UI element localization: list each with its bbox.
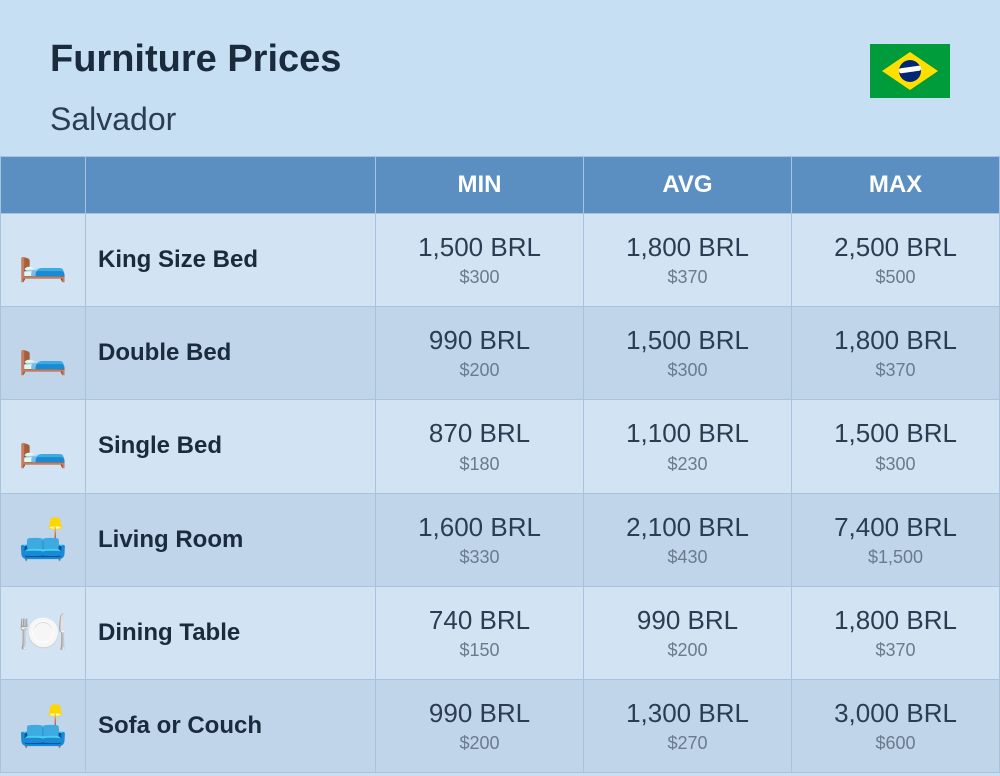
price-primary: 1,300 BRL [594,698,781,729]
price-secondary: $230 [594,454,781,475]
price-primary: 1,500 BRL [386,232,573,263]
table-row: 🛏️Single Bed 870 BRL $180 1,100 BRL $230 1,50… [1,400,1000,493]
furniture-name: Living Room [86,493,376,586]
price-cell-max: 1,500 BRL $300 [792,400,1000,493]
table-header-row: MIN AVG MAX [1,157,1000,214]
table-row: 🛋️Living Room 1,600 BRL $330 2,100 BRL $430 7… [1,493,1000,586]
price-cell-min: 990 BRL $200 [376,307,584,400]
price-primary: 1,800 BRL [802,605,989,636]
price-primary: 7,400 BRL [802,512,989,543]
price-primary: 1,800 BRL [594,232,781,263]
price-primary: 990 BRL [386,698,573,729]
table-row: 🍽️Dining Table 740 BRL $150 990 BRL $200 1,80… [1,586,1000,679]
furniture-icon: 🛏️ [1,214,86,307]
price-cell-avg: 1,800 BRL $370 [584,214,792,307]
price-secondary: $370 [802,640,989,661]
price-cell-min: 870 BRL $180 [376,400,584,493]
price-cell-min: 1,600 BRL $330 [376,493,584,586]
brazil-flag-icon [870,44,950,98]
price-secondary: $150 [386,640,573,661]
price-primary: 870 BRL [386,418,573,449]
header-max: MAX [792,157,1000,214]
price-secondary: $370 [802,360,989,381]
price-secondary: $430 [594,547,781,568]
price-cell-min: 990 BRL $200 [376,679,584,772]
page-header: Furniture Prices Salvador [0,0,1000,156]
price-primary: 990 BRL [386,325,573,356]
price-secondary: $300 [386,267,573,288]
furniture-icon: 🛋️ [1,493,86,586]
price-primary: 1,500 BRL [594,325,781,356]
price-secondary: $330 [386,547,573,568]
price-secondary: $370 [594,267,781,288]
price-primary: 2,500 BRL [802,232,989,263]
price-table: MIN AVG MAX 🛏️King Size Bed 1,500 BRL $300… [0,156,1000,773]
price-cell-avg: 990 BRL $200 [584,586,792,679]
price-primary: 990 BRL [594,605,781,636]
city-name: Salvador [50,101,341,138]
page-title: Furniture Prices [50,38,341,81]
price-cell-avg: 2,100 BRL $430 [584,493,792,586]
price-primary: 2,100 BRL [594,512,781,543]
price-primary: 740 BRL [386,605,573,636]
furniture-name: Single Bed [86,400,376,493]
header-text: Furniture Prices Salvador [50,38,341,138]
price-cell-min: 1,500 BRL $300 [376,214,584,307]
furniture-name: King Size Bed [86,214,376,307]
furniture-icon: 🛏️ [1,307,86,400]
table-row: 🛏️King Size Bed 1,500 BRL $300 1,800 BRL $37… [1,214,1000,307]
price-secondary: $200 [594,640,781,661]
price-secondary: $180 [386,454,573,475]
furniture-name: Sofa or Couch [86,679,376,772]
furniture-icon: 🛏️ [1,400,86,493]
furniture-icon: 🍽️ [1,586,86,679]
furniture-icon: 🛋️ [1,679,86,772]
price-secondary: $300 [802,454,989,475]
table-row: 🛋️Sofa or Couch 990 BRL $200 1,300 BRL $270 3… [1,679,1000,772]
price-primary: 1,600 BRL [386,512,573,543]
price-cell-avg: 1,500 BRL $300 [584,307,792,400]
price-cell-max: 2,500 BRL $500 [792,214,1000,307]
price-primary: 1,800 BRL [802,325,989,356]
header-name-col [86,157,376,214]
furniture-name: Double Bed [86,307,376,400]
furniture-name: Dining Table [86,586,376,679]
header-icon-col [1,157,86,214]
price-secondary: $1,500 [802,547,989,568]
header-avg: AVG [584,157,792,214]
price-cell-max: 1,800 BRL $370 [792,307,1000,400]
price-secondary: $200 [386,360,573,381]
price-cell-max: 7,400 BRL $1,500 [792,493,1000,586]
price-cell-max: 3,000 BRL $600 [792,679,1000,772]
price-primary: 3,000 BRL [802,698,989,729]
header-min: MIN [376,157,584,214]
price-secondary: $500 [802,267,989,288]
price-cell-avg: 1,100 BRL $230 [584,400,792,493]
price-primary: 1,500 BRL [802,418,989,449]
price-cell-max: 1,800 BRL $370 [792,586,1000,679]
price-primary: 1,100 BRL [594,418,781,449]
price-secondary: $600 [802,733,989,754]
table-row: 🛏️Double Bed 990 BRL $200 1,500 BRL $300 1,80… [1,307,1000,400]
price-secondary: $270 [594,733,781,754]
price-secondary: $300 [594,360,781,381]
price-cell-min: 740 BRL $150 [376,586,584,679]
price-cell-avg: 1,300 BRL $270 [584,679,792,772]
price-secondary: $200 [386,733,573,754]
